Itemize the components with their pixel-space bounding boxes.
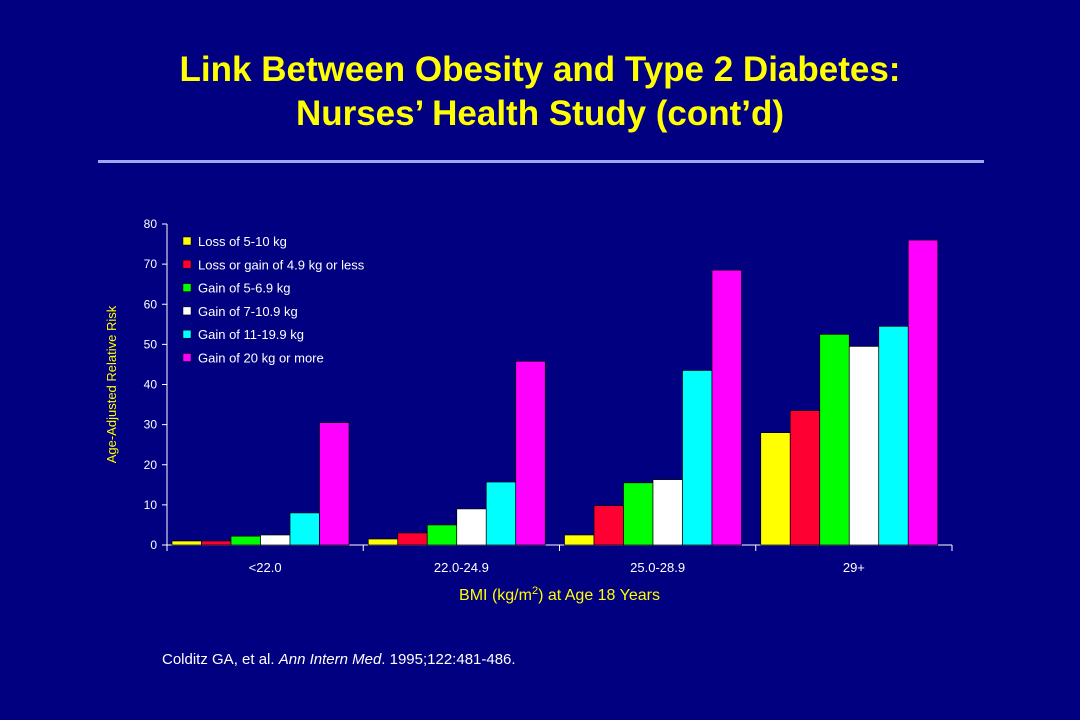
y-tick-label: 10 bbox=[144, 498, 158, 512]
y-tick-label: 70 bbox=[144, 257, 158, 271]
citation: Colditz GA, et al. Ann Intern Med. 1995;… bbox=[162, 651, 516, 668]
bar bbox=[682, 370, 713, 546]
citation-details: . 1995;122:481-486. bbox=[381, 651, 516, 668]
legend-swatch bbox=[182, 236, 192, 246]
bar bbox=[652, 479, 683, 546]
bar bbox=[515, 360, 546, 546]
bar bbox=[711, 269, 742, 546]
y-tick-label: 80 bbox=[144, 217, 158, 231]
bar bbox=[760, 432, 791, 546]
bar bbox=[319, 422, 350, 546]
slide-title-line1: Link Between Obesity and Type 2 Diabetes… bbox=[179, 50, 901, 89]
bar bbox=[201, 540, 232, 546]
bar bbox=[564, 534, 595, 546]
citation-journal: Ann Intern Med bbox=[278, 651, 382, 668]
legend-swatch bbox=[182, 260, 192, 269]
bar bbox=[623, 482, 654, 546]
chart-labels: 0 10 20 30 40 50 60 70 80 <22.0 22.0-24.9 25.0-28.9… bbox=[104, 217, 865, 604]
legend-swatch bbox=[182, 283, 192, 292]
bar bbox=[848, 346, 880, 546]
chart-legend: Loss of 5-10 kg Loss or gain of 4.9 kg or… bbox=[182, 234, 365, 366]
y-tick-label: 60 bbox=[144, 297, 158, 311]
bar bbox=[456, 508, 487, 546]
y-tick-label: 50 bbox=[144, 337, 158, 351]
bar bbox=[593, 505, 624, 546]
bar bbox=[397, 532, 428, 546]
slide-title-line2: Nurses’ Health Study (cont’d) bbox=[295, 94, 785, 133]
bar bbox=[878, 325, 909, 546]
legend-label: Gain of 11-19.9 kg bbox=[198, 327, 304, 342]
x-axis-label: BMI (kg/m2) at Age 18 Years bbox=[459, 585, 660, 604]
bar bbox=[171, 540, 202, 546]
legend-label: Gain of 5-6.9 kg bbox=[198, 281, 291, 296]
bar bbox=[230, 535, 261, 546]
bar bbox=[289, 512, 320, 546]
x-tick-label: 29+ bbox=[843, 560, 865, 575]
citation-authors: Colditz GA, et al. bbox=[162, 651, 275, 668]
legend-label: Loss or gain of 4.9 kg or less bbox=[198, 257, 365, 272]
bar bbox=[260, 534, 291, 546]
y-tick-label: 20 bbox=[144, 458, 158, 472]
x-tick-label: 25.0-28.9 bbox=[630, 560, 685, 575]
y-tick-label: 30 bbox=[144, 418, 158, 432]
legend-label: Gain of 7-10.9 kg bbox=[198, 304, 298, 319]
title-divider bbox=[98, 160, 984, 163]
x-tick-label: <22.0 bbox=[249, 560, 282, 575]
legend-label: Loss of 5-10 kg bbox=[198, 234, 287, 249]
bar bbox=[485, 481, 517, 546]
y-tick-label: 40 bbox=[144, 378, 158, 392]
bar bbox=[907, 239, 939, 546]
legend-swatch bbox=[182, 329, 192, 339]
y-tick-label: 0 bbox=[150, 538, 157, 552]
slide-title: Link Between Obesity and Type 2 Diabetes… bbox=[0, 48, 1080, 136]
bar bbox=[426, 524, 458, 546]
bar bbox=[367, 538, 399, 546]
x-tick-label: 22.0-24.9 bbox=[434, 560, 489, 575]
legend-swatch bbox=[182, 306, 192, 316]
bar bbox=[819, 333, 850, 546]
y-axis-label: Age-Adjusted Relative Risk bbox=[104, 305, 119, 463]
chart-bars bbox=[171, 239, 939, 546]
legend-label: Gain of 20 kg or more bbox=[198, 351, 324, 366]
bar bbox=[789, 410, 821, 546]
legend-swatch bbox=[182, 353, 192, 362]
